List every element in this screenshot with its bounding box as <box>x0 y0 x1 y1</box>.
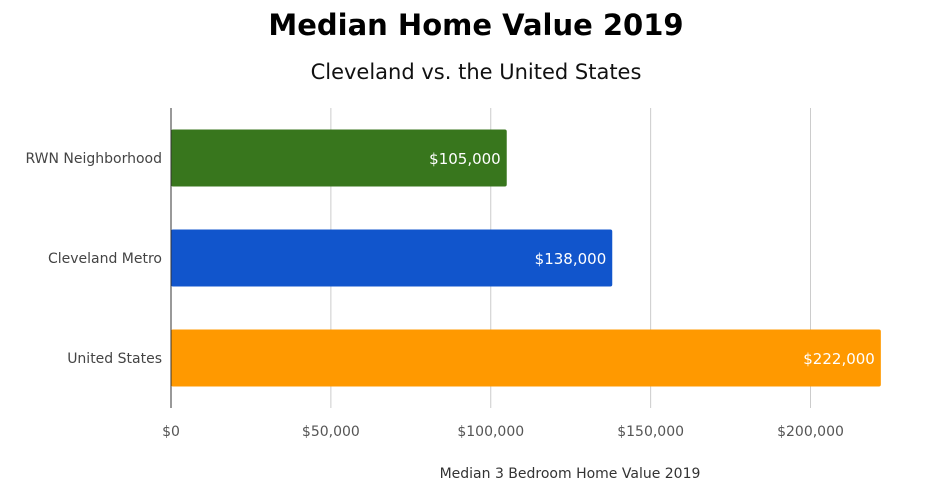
data-label: $222,000 <box>803 350 875 368</box>
category-label: RWN Neighborhood <box>25 151 162 167</box>
bar <box>171 329 881 387</box>
bar <box>171 229 613 287</box>
x-tick-label: $200,000 <box>777 424 844 440</box>
x-tick-label: $50,000 <box>302 424 360 440</box>
x-axis-label: Median 3 Bedroom Home Value 2019 <box>439 466 701 482</box>
x-tick-label: $100,000 <box>457 424 524 440</box>
data-label: $105,000 <box>429 150 501 168</box>
bars <box>171 129 881 387</box>
labels: $0 $50,000 $100,000 $150,000 $200,000 $105,00… <box>25 150 874 440</box>
chart-title: Median Home Value 2019 <box>268 8 684 42</box>
data-label: $138,000 <box>535 250 607 268</box>
x-tick-label: $0 <box>162 424 180 440</box>
x-tick-label: $150,000 <box>617 424 684 440</box>
category-label: United States <box>67 351 162 367</box>
category-label: Cleveland Metro <box>48 251 162 267</box>
chart-subtitle: Cleveland vs. the United States <box>310 60 642 84</box>
bar <box>171 129 507 187</box>
